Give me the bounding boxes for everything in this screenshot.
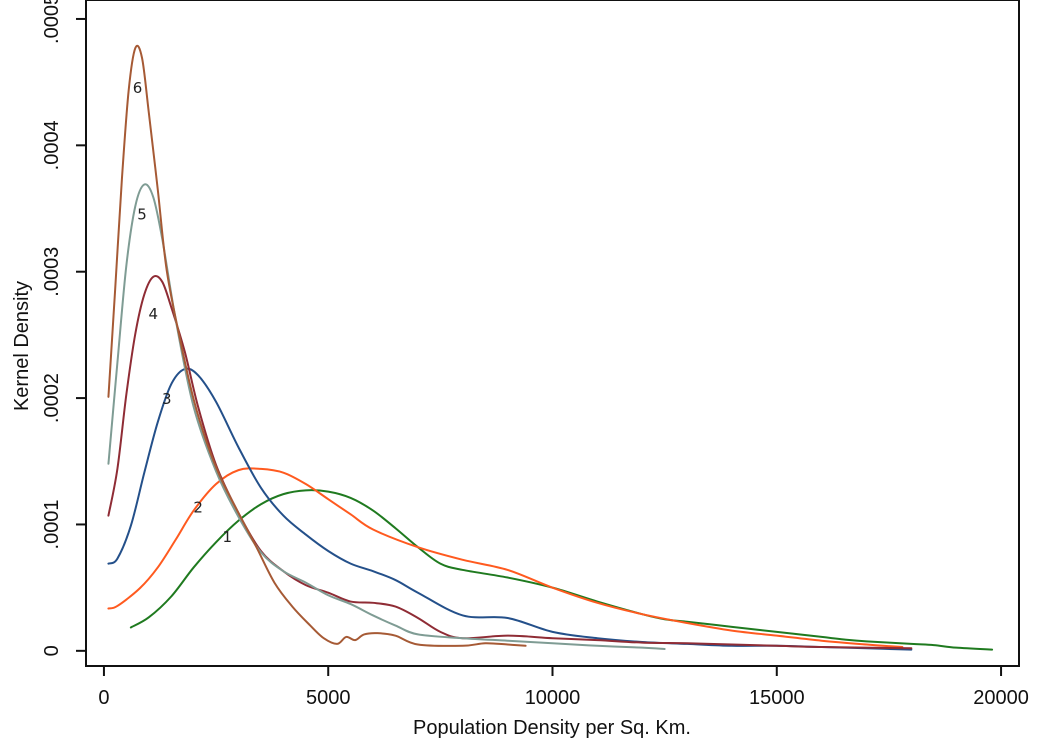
- y-tick-label: 0: [41, 645, 63, 656]
- series-line-2: [107, 467, 904, 649]
- y-axis-title: Kernel Density: [11, 281, 33, 411]
- series-label-2: 2: [193, 499, 203, 517]
- y-tick-label: .0005: [41, 0, 63, 44]
- series-label-4: 4: [149, 305, 159, 323]
- series-labels: 1 2 3 4 5 6: [133, 79, 232, 546]
- series-layer: [107, 44, 994, 651]
- x-axis-title: Population Density per Sq. Km.: [413, 717, 691, 739]
- x-axis: 0 5000 10000 15000 20000: [98, 666, 1029, 709]
- series-label-1: 1: [223, 528, 233, 546]
- series-label-3: 3: [162, 390, 172, 408]
- series-label-6: 6: [133, 79, 143, 97]
- plot-frame: [85, 0, 1020, 667]
- series-line-4: [107, 274, 913, 650]
- series-line-5: [107, 183, 666, 650]
- y-tick-label: .0003: [41, 247, 63, 297]
- y-tick-label: .0002: [41, 373, 63, 423]
- x-tick-label: 5000: [306, 687, 351, 709]
- y-tick-label: .0004: [41, 120, 63, 170]
- series-label-5: 5: [137, 205, 147, 223]
- x-tick-label: 20000: [973, 687, 1029, 709]
- x-tick-label: 0: [98, 687, 109, 709]
- x-tick-label: 15000: [749, 687, 805, 709]
- y-axis: 0 .0001 .0002 .0003 .0004 .0005: [41, 0, 86, 656]
- y-tick-label: .0001: [41, 499, 63, 549]
- x-tick-label: 10000: [525, 687, 581, 709]
- series-line-6: [107, 44, 527, 647]
